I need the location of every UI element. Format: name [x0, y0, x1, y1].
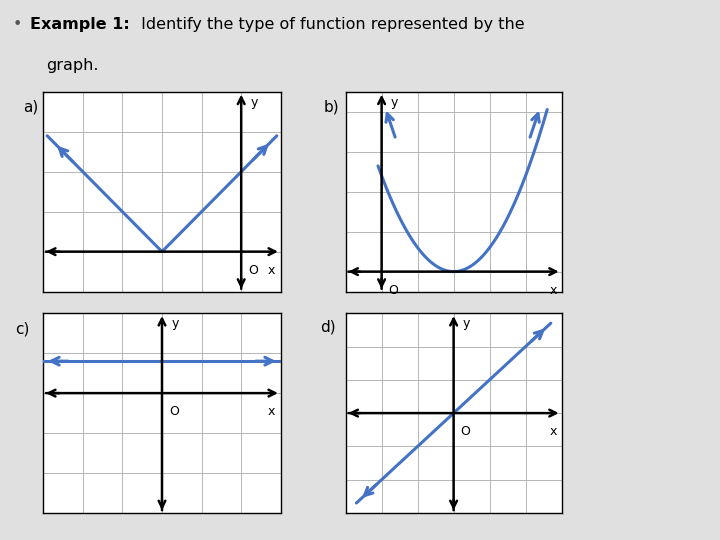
- Text: x: x: [268, 405, 275, 418]
- Text: x: x: [268, 264, 275, 276]
- Text: c): c): [15, 321, 30, 336]
- Text: x: x: [549, 284, 557, 296]
- Text: Example 1:: Example 1:: [30, 17, 130, 32]
- Text: y: y: [462, 317, 469, 330]
- Text: x: x: [549, 425, 557, 438]
- Text: y: y: [390, 96, 397, 109]
- Text: graph.: graph.: [47, 58, 99, 73]
- Text: a): a): [23, 100, 39, 115]
- Text: b): b): [324, 100, 340, 115]
- Text: O: O: [388, 284, 398, 296]
- Text: d): d): [320, 320, 336, 335]
- Text: O: O: [248, 264, 258, 276]
- Text: y: y: [251, 96, 258, 109]
- Text: Identify the type of function represented by the: Identify the type of function represente…: [136, 17, 525, 32]
- Text: y: y: [171, 317, 179, 330]
- Text: O: O: [169, 405, 179, 418]
- Text: •: •: [13, 17, 27, 32]
- Text: O: O: [460, 425, 470, 438]
